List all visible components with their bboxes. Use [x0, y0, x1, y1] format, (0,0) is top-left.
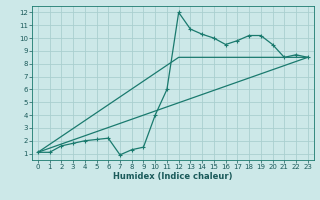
X-axis label: Humidex (Indice chaleur): Humidex (Indice chaleur) — [113, 172, 233, 181]
